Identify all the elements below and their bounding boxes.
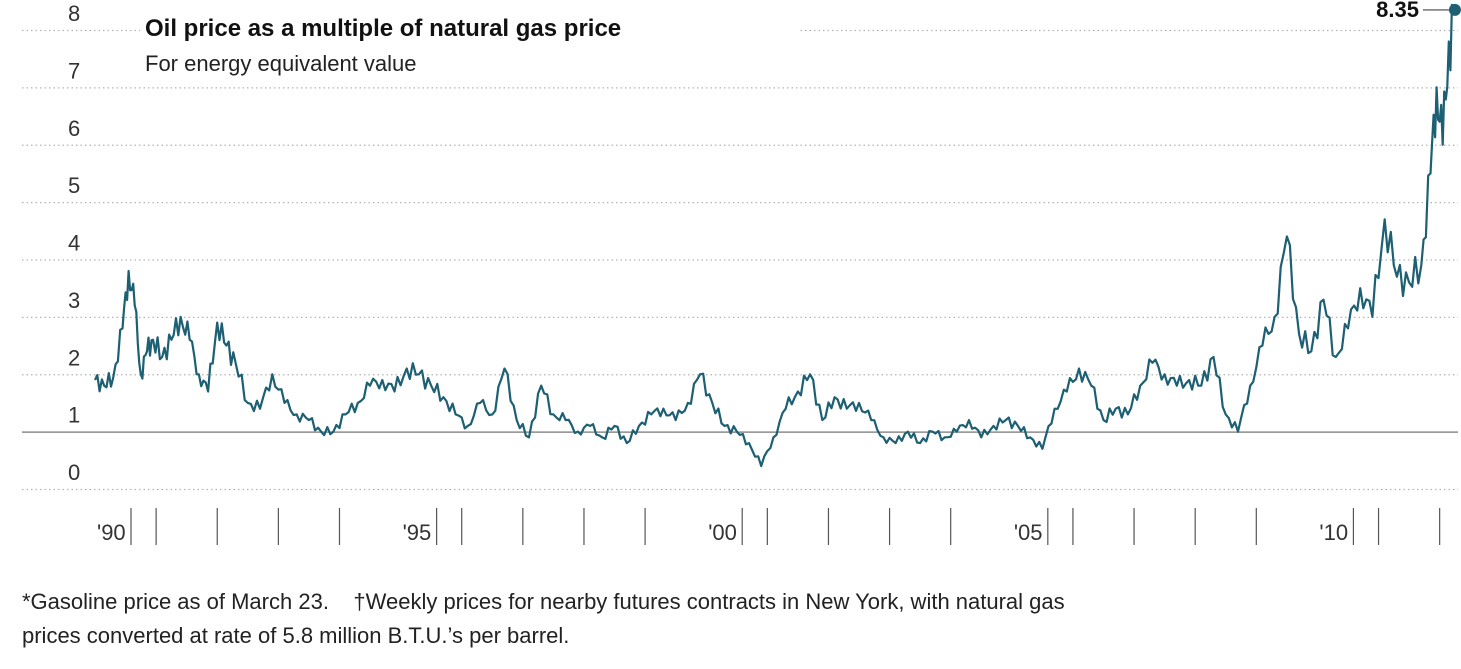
end-point-marker [1448, 3, 1461, 16]
x-axis-ticks: '90 '95 '00 '05 '10 [97, 508, 1441, 545]
x-tick-label: '05 [1014, 520, 1043, 545]
y-tick-label: 6 [68, 116, 80, 141]
x-tick-label: '90 [97, 520, 126, 545]
chart-title: Oil price as a multiple of natural gas p… [145, 15, 621, 42]
end-value-label: 8.35 [1376, 0, 1419, 22]
series-group: 8.35 [94, 0, 1461, 468]
y-axis-tick-labels: 0 1 2 3 4 5 6 7 8 [68, 1, 80, 485]
y-tick-label: 1 [68, 403, 80, 428]
chart-subtitle: For energy equivalent value [145, 51, 417, 76]
y-tick-label: 0 [68, 460, 80, 485]
title-backdrop [140, 8, 800, 80]
footnote-line-1: *Gasoline price as of March 23. †Weekly … [22, 589, 1065, 614]
y-tick-label: 4 [68, 231, 80, 256]
gridlines [22, 29, 1458, 491]
footnote: *Gasoline price as of March 23. †Weekly … [22, 585, 1442, 653]
y-tick-label: 5 [68, 173, 80, 198]
y-tick-label: 7 [68, 58, 80, 83]
oil-gas-ratio-chart: 0 1 2 3 4 5 6 7 8 '90 '95 '00 '05 '10 8.35 Oil price… [22, 0, 1461, 545]
y-tick-label: 2 [68, 345, 80, 370]
y-tick-label: 8 [68, 1, 80, 26]
x-tick-label: '00 [708, 520, 737, 545]
footnote-line-2: prices converted at rate of 5.8 million … [22, 623, 570, 648]
y-tick-label: 3 [68, 288, 80, 313]
x-tick-label: '95 [403, 520, 432, 545]
series-line [94, 3, 1456, 468]
x-tick-label: '10 [1319, 520, 1348, 545]
